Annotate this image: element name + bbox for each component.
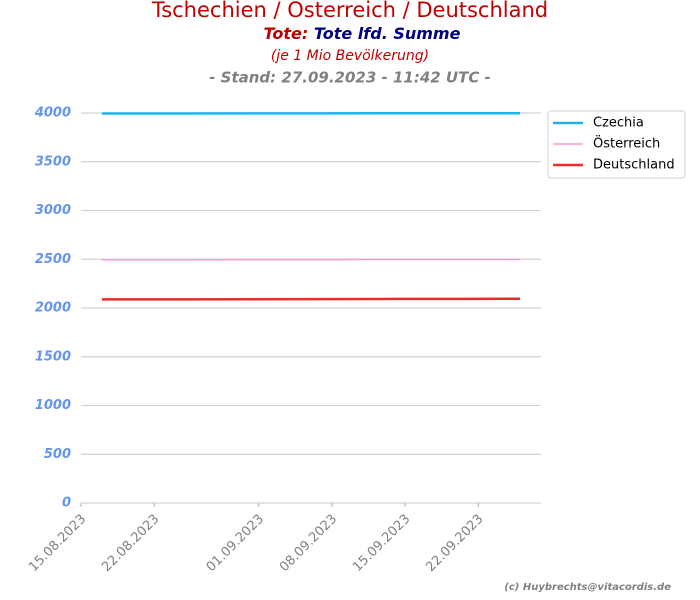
legend-label: Czechia (593, 116, 644, 131)
y-tick-label: 3000 (35, 203, 71, 218)
credit: (c) Huybrechts@vitacordis.de (504, 582, 671, 593)
y-tick-label: 2000 (35, 301, 71, 316)
x-tick-label: 22.09.2023 (423, 512, 486, 575)
legend: Czechia Österreich Deutschland (547, 110, 686, 179)
x-tick-label: 01.09.2023 (204, 512, 267, 575)
series-line (101, 297, 521, 301)
chart-subtitle-2: (je 1 Mio Bevölkerung) (271, 48, 429, 64)
x-tick-label: 15.09.2023 (350, 512, 413, 575)
x-tick-label: 15.08.2023 (26, 512, 89, 575)
y-tick-label: 1500 (35, 349, 71, 364)
chart-subtitle: Tote: Tote lfd. Summe (264, 24, 461, 43)
y-tick-label: 2500 (35, 252, 71, 267)
y-tick-label: 1000 (35, 398, 71, 413)
subtitle-text: Tote lfd. Summe (314, 24, 461, 43)
y-tick-label: 4000 (34, 106, 71, 121)
x-tick-label: 22.08.2023 (99, 512, 162, 575)
subtitle-label: Tote: (264, 24, 309, 43)
chart-title: Tschechien / Österreich / Deutschland (151, 0, 548, 22)
legend-label: Österreich (593, 135, 660, 152)
chart-subtitle-3: - Stand: 27.09.2023 - 11:42 UTC - (209, 69, 491, 87)
x-tick-label: 08.09.2023 (277, 512, 340, 575)
y-tick-label: 500 (44, 447, 71, 462)
y-tick-label: 3500 (35, 154, 71, 169)
y-tick-label: 0 (62, 496, 71, 511)
legend-box (547, 110, 686, 179)
legend-label: Deutschland (593, 158, 675, 173)
